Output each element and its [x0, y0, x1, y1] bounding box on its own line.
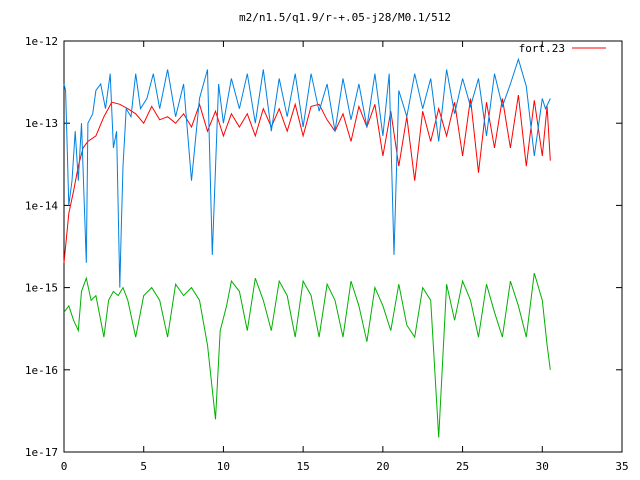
x-tick-label: 0 [61, 460, 68, 473]
y-tick-label: 1e-16 [25, 364, 58, 377]
x-tick-label: 15 [297, 460, 310, 473]
series-line-fort-23 [63, 95, 551, 263]
series-line-1 [63, 57, 551, 288]
legend-label: fort.23 [519, 42, 565, 55]
y-tick-label: 1e-12 [25, 35, 58, 48]
x-tick-label: 30 [536, 460, 549, 473]
series-layer [63, 57, 551, 438]
x-tick-label: 5 [140, 460, 147, 473]
x-tick-label: 25 [456, 460, 469, 473]
x-tick-label: 35 [615, 460, 628, 473]
legend: fort.23 [519, 42, 606, 55]
y-tick-label: 1e-15 [25, 282, 58, 295]
axis-ticks: 0 5 10 15 20 25 30 35 1e-12 1e-13 1e-14 1e-15 1e-16 1… [25, 35, 629, 473]
plot-frame [63, 40, 623, 453]
series-line-2 [63, 272, 551, 438]
y-tick-label: 1e-17 [25, 446, 58, 459]
x-tick-label: 10 [217, 460, 230, 473]
x-tick-label: 20 [376, 460, 389, 473]
y-tick-label: 1e-13 [25, 117, 58, 130]
chart-title: m2/n1.5/q1.9/r-+.05-j28/M0.1/512 [239, 11, 451, 24]
y-tick-label: 1e-14 [25, 199, 58, 212]
